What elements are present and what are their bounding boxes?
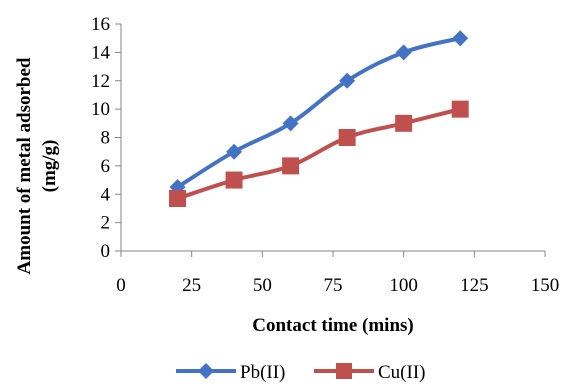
- series-line-pb-ii: [175, 36, 463, 190]
- y-tick-label: 8: [101, 128, 111, 149]
- data-point-pb-ii: [339, 72, 356, 89]
- x-tick-label: 100: [389, 275, 418, 296]
- axes: 0 2 4 6 8 10 12 14 16 0 25 50 75 100 125 150: [91, 14, 559, 296]
- x-tick-label: 150: [531, 275, 560, 296]
- data-point-pb-ii: [395, 44, 412, 61]
- x-tick-label: 50: [253, 275, 272, 296]
- y-tick-label: 6: [101, 156, 111, 177]
- series-line-cu-ii: [175, 107, 463, 201]
- data-point-cu-ii: [282, 157, 300, 175]
- data-point-cu-ii: [338, 129, 356, 146]
- y-tick-label: 16: [91, 14, 110, 35]
- y-tick-label: 10: [91, 99, 110, 120]
- legend-label-pb: Pb(II): [240, 362, 285, 383]
- data-point-cu-ii: [225, 171, 243, 189]
- y-tick-label: 12: [91, 71, 110, 92]
- data-point-pb-ii: [226, 143, 243, 160]
- y-tick-label: 4: [101, 184, 111, 205]
- y-axis-title-line-1: Amount of metal adsorbed: [14, 57, 35, 274]
- y-tick-label: 2: [101, 213, 111, 234]
- x-tick-label: 75: [324, 275, 343, 296]
- data-point-pb-ii: [282, 115, 299, 132]
- data-point-pb-ii: [452, 30, 469, 47]
- legend-marker-pb: [198, 363, 214, 379]
- data-point-cu-ii: [169, 190, 187, 208]
- y-axis-title-line-2: (mg/g): [39, 140, 60, 193]
- x-tick-label: 0: [116, 275, 126, 296]
- y-tick-label: 14: [91, 42, 111, 63]
- legend-label-cu: Cu(II): [378, 362, 425, 383]
- x-axis-title: Contact time (mins): [252, 315, 413, 336]
- legend: Pb(II) Cu(II): [176, 362, 425, 383]
- series-layer: [169, 30, 469, 208]
- x-tick-label: 25: [182, 275, 201, 296]
- y-tick-label: 0: [101, 241, 111, 262]
- x-tick-label: 125: [460, 275, 489, 296]
- legend-marker-cu: [336, 363, 352, 379]
- data-point-cu-ii: [451, 100, 469, 118]
- data-point-cu-ii: [395, 114, 413, 132]
